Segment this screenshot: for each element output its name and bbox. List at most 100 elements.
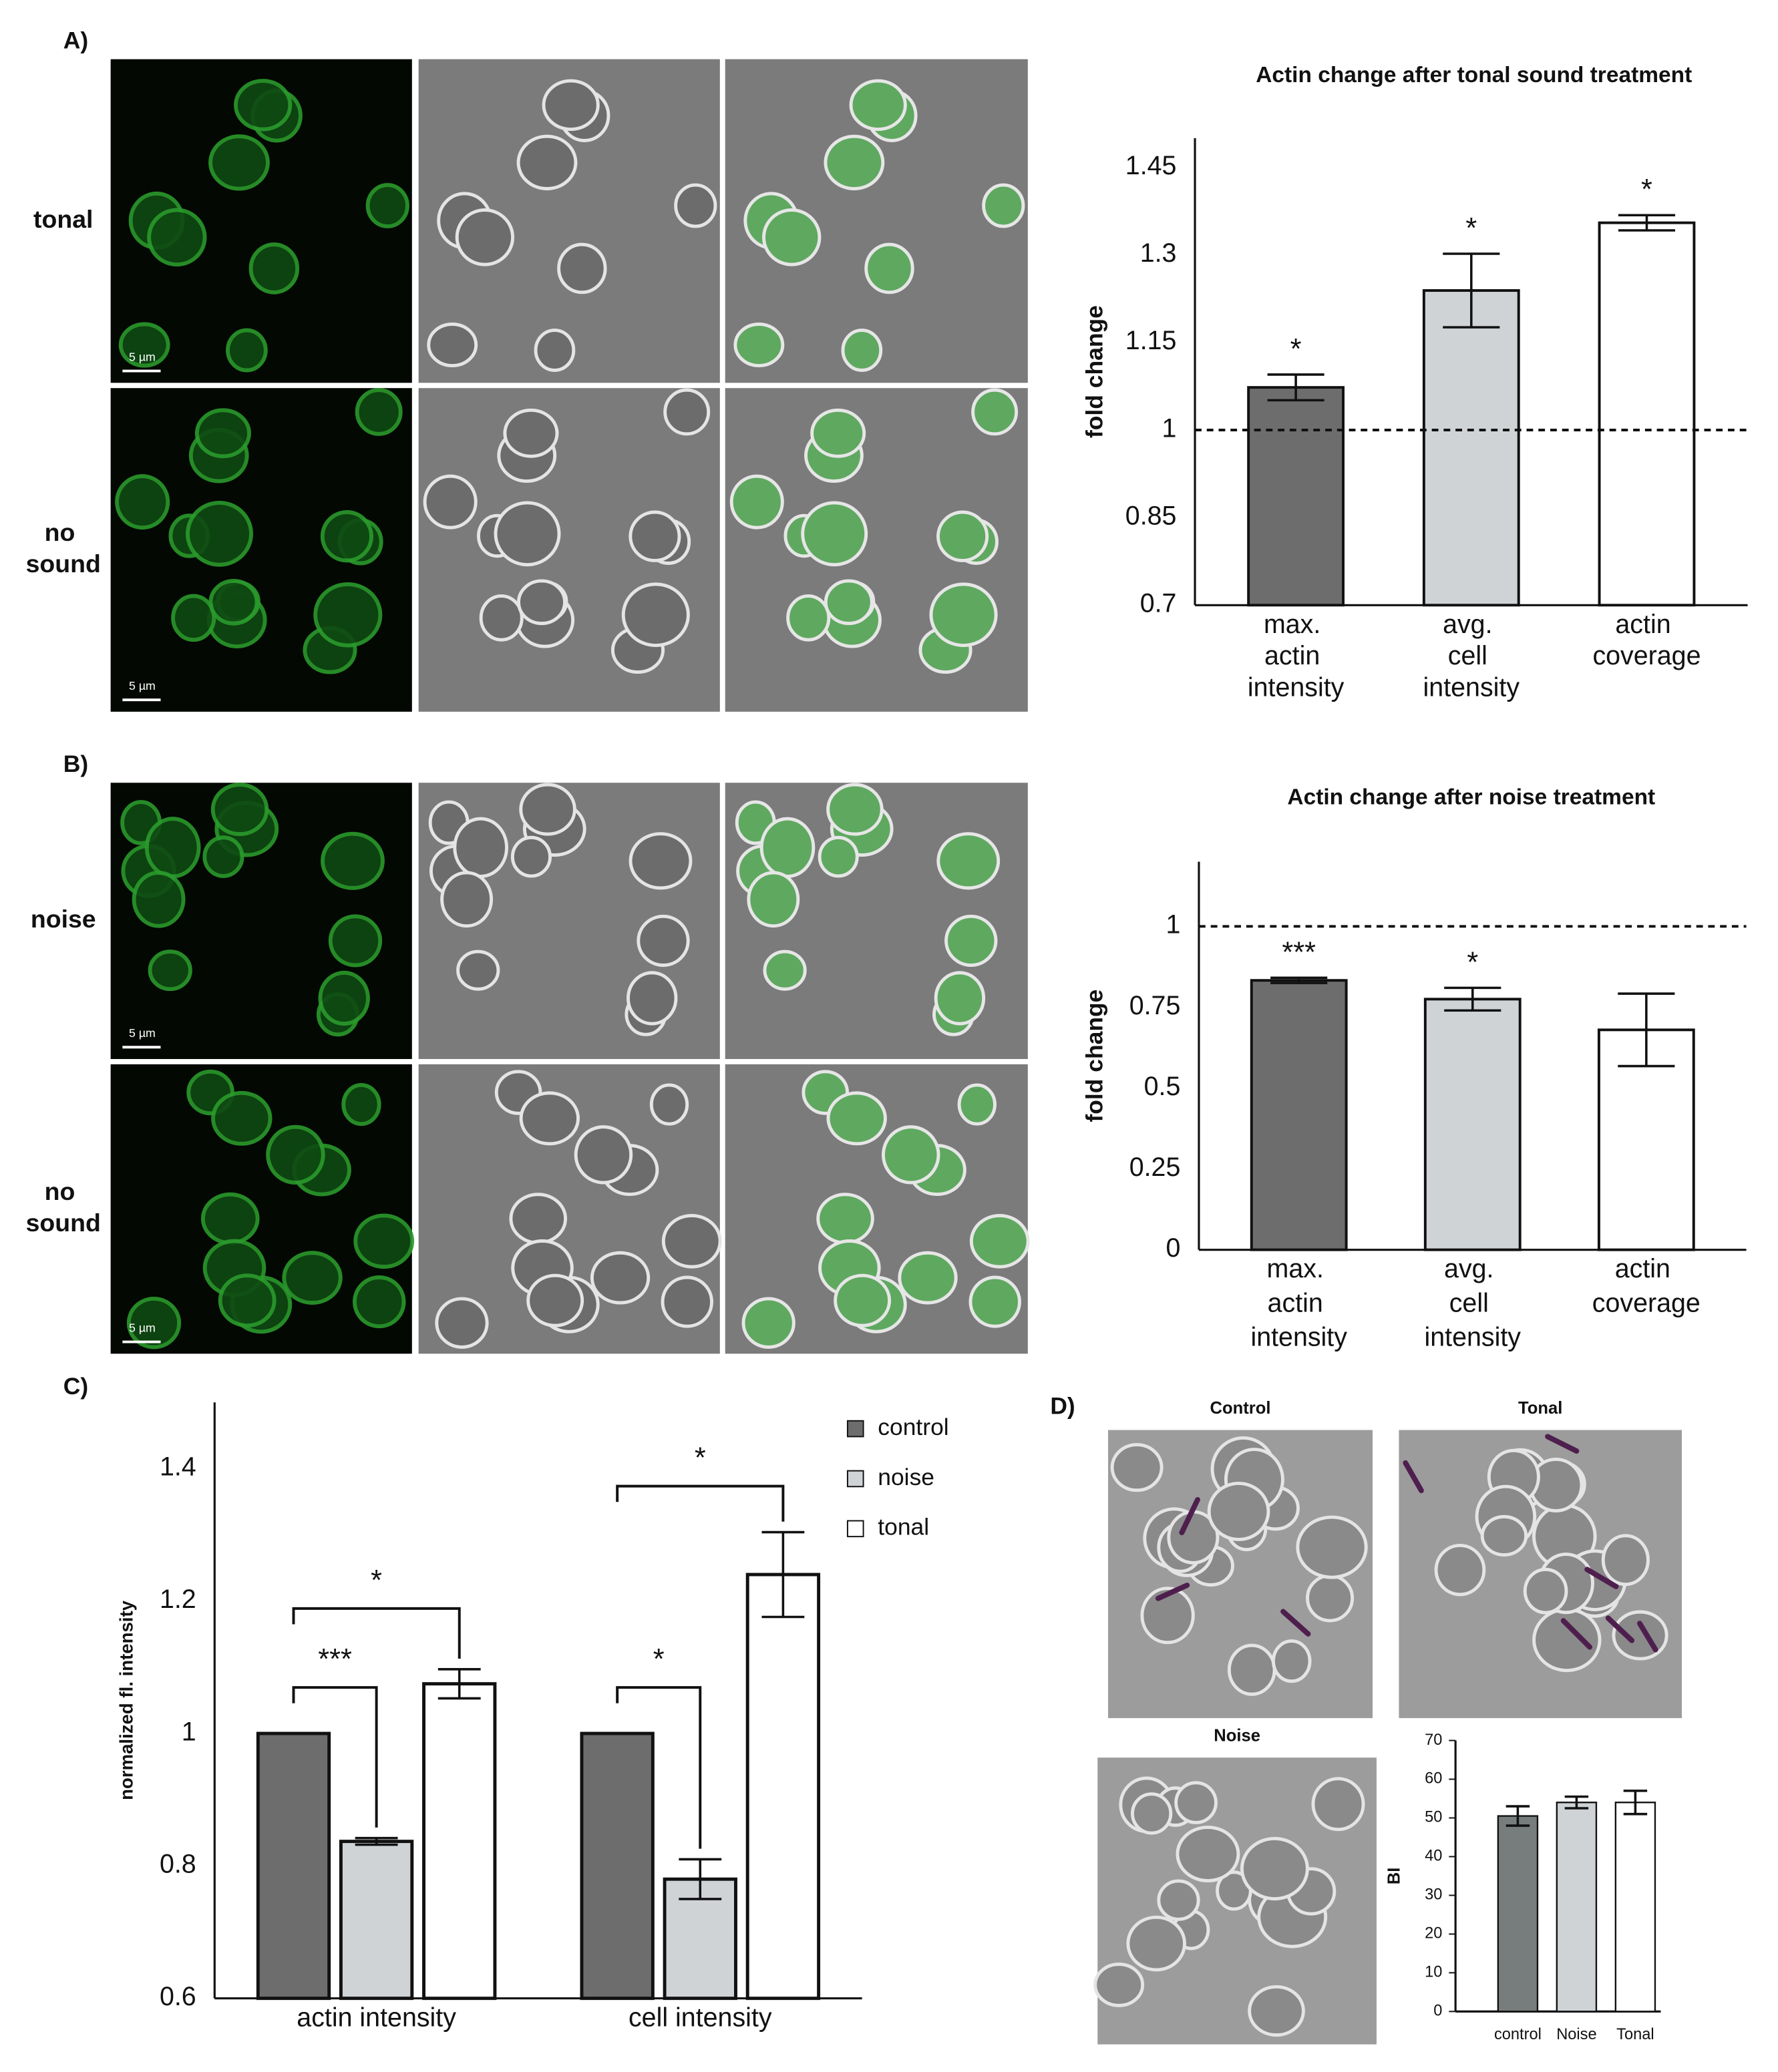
- panel-label: A): [63, 27, 88, 53]
- panel-label: D): [1050, 1392, 1075, 1419]
- y-tick-label: 0.6: [160, 1982, 196, 2011]
- cell: [1480, 1514, 1528, 1557]
- cell: [194, 408, 251, 459]
- cell: [759, 817, 816, 878]
- bar: [422, 1682, 497, 2001]
- cell: [321, 831, 385, 890]
- x-tick-label: Noise: [1556, 2026, 1596, 2043]
- bar: [745, 1573, 821, 2001]
- cell: [517, 579, 566, 626]
- cell: [826, 1091, 887, 1146]
- cell: [1306, 1574, 1355, 1623]
- error-bar: [437, 1668, 481, 1700]
- cell: [202, 835, 244, 878]
- micrograph: [418, 783, 720, 1059]
- error-bar: [761, 1530, 805, 1619]
- cell: [1131, 1792, 1173, 1835]
- y-tick-label: 1: [182, 1717, 196, 1746]
- cell: [898, 1251, 958, 1305]
- cell: [729, 474, 784, 530]
- cell: [218, 1273, 277, 1328]
- y-tick-label: 1.45: [1125, 151, 1177, 180]
- cell: [936, 510, 989, 562]
- cell: [494, 501, 561, 567]
- cell: [747, 871, 800, 928]
- cell: [427, 323, 478, 368]
- y-tick-label: 1: [1162, 413, 1177, 443]
- bar: [1422, 289, 1520, 607]
- cell: [762, 208, 822, 266]
- error-bar: [1443, 252, 1500, 329]
- arrow: [1637, 1621, 1658, 1653]
- x-tick-label: actin coverage: [1592, 1255, 1701, 1318]
- cell: [968, 1275, 1021, 1328]
- cell: [733, 323, 785, 368]
- cell: [1140, 1587, 1195, 1645]
- micrograph: [110, 59, 412, 383]
- cell: [944, 914, 998, 967]
- cell: [509, 1193, 568, 1245]
- micrograph: [110, 1064, 415, 1354]
- cell: [881, 1125, 940, 1185]
- x-tick-label: avg. cell intensity: [1425, 1255, 1522, 1352]
- cell: [1272, 1639, 1312, 1683]
- error-bar: [1623, 1790, 1648, 1816]
- x-tick-label: control: [1494, 2026, 1542, 2043]
- row-label: no sound: [26, 518, 101, 578]
- cell: [534, 329, 576, 372]
- significance-bracket: [292, 1686, 378, 1828]
- micrograph: [725, 59, 1028, 383]
- cell: [318, 970, 370, 1026]
- cell: [1227, 1643, 1276, 1696]
- y-axis-label: fold change: [1081, 990, 1108, 1122]
- cell: [621, 582, 690, 648]
- cell: [355, 388, 403, 436]
- cell: [118, 322, 170, 368]
- cell: [637, 914, 690, 967]
- bar: [1497, 1815, 1539, 2013]
- cell: [186, 500, 253, 567]
- cell: [934, 971, 986, 1026]
- cell: [849, 79, 907, 132]
- legend-swatch: [846, 1520, 864, 1538]
- cell: [1601, 1534, 1650, 1587]
- panel-label: C): [63, 1373, 88, 1400]
- error-bar: [1505, 1805, 1530, 1827]
- cell: [629, 510, 681, 562]
- y-tick-label: 40: [1425, 1848, 1442, 1865]
- legend-swatch: [846, 1470, 864, 1488]
- cell: [786, 594, 831, 642]
- cell: [957, 1083, 997, 1126]
- micrograph: [1108, 1430, 1373, 1719]
- cell: [320, 510, 373, 563]
- cell: [516, 134, 578, 191]
- cell: [226, 328, 268, 373]
- significance: *: [653, 1643, 665, 1675]
- cell: [674, 183, 717, 228]
- cell: [834, 1273, 892, 1327]
- x-tick-label: max. actin intensity: [1250, 1255, 1347, 1352]
- micrograph: [1399, 1430, 1682, 1719]
- arrow: [1280, 1609, 1311, 1637]
- cell: [824, 579, 874, 626]
- x-tick-label: Tonal: [1616, 2026, 1654, 2043]
- cell: [818, 835, 859, 878]
- cell: [936, 832, 1001, 890]
- cell: [763, 950, 807, 991]
- cell: [627, 971, 678, 1026]
- row-label: no sound: [26, 1177, 101, 1237]
- significance: *: [1641, 174, 1652, 206]
- cell: [557, 242, 607, 294]
- x-tick-label: cell intensity: [629, 2003, 772, 2033]
- y-tick-label: 0.8: [160, 1850, 196, 1879]
- micrograph: [110, 388, 412, 712]
- arrow: [1155, 1583, 1190, 1601]
- x-tick-label: actin intensity: [297, 2003, 456, 2033]
- arrow: [1403, 1460, 1424, 1494]
- cell: [971, 388, 1019, 436]
- chart-title: Actin change after noise treatment: [1287, 785, 1655, 810]
- y-tick-label: 0.5: [1144, 1072, 1181, 1101]
- micrograph: [418, 1064, 722, 1354]
